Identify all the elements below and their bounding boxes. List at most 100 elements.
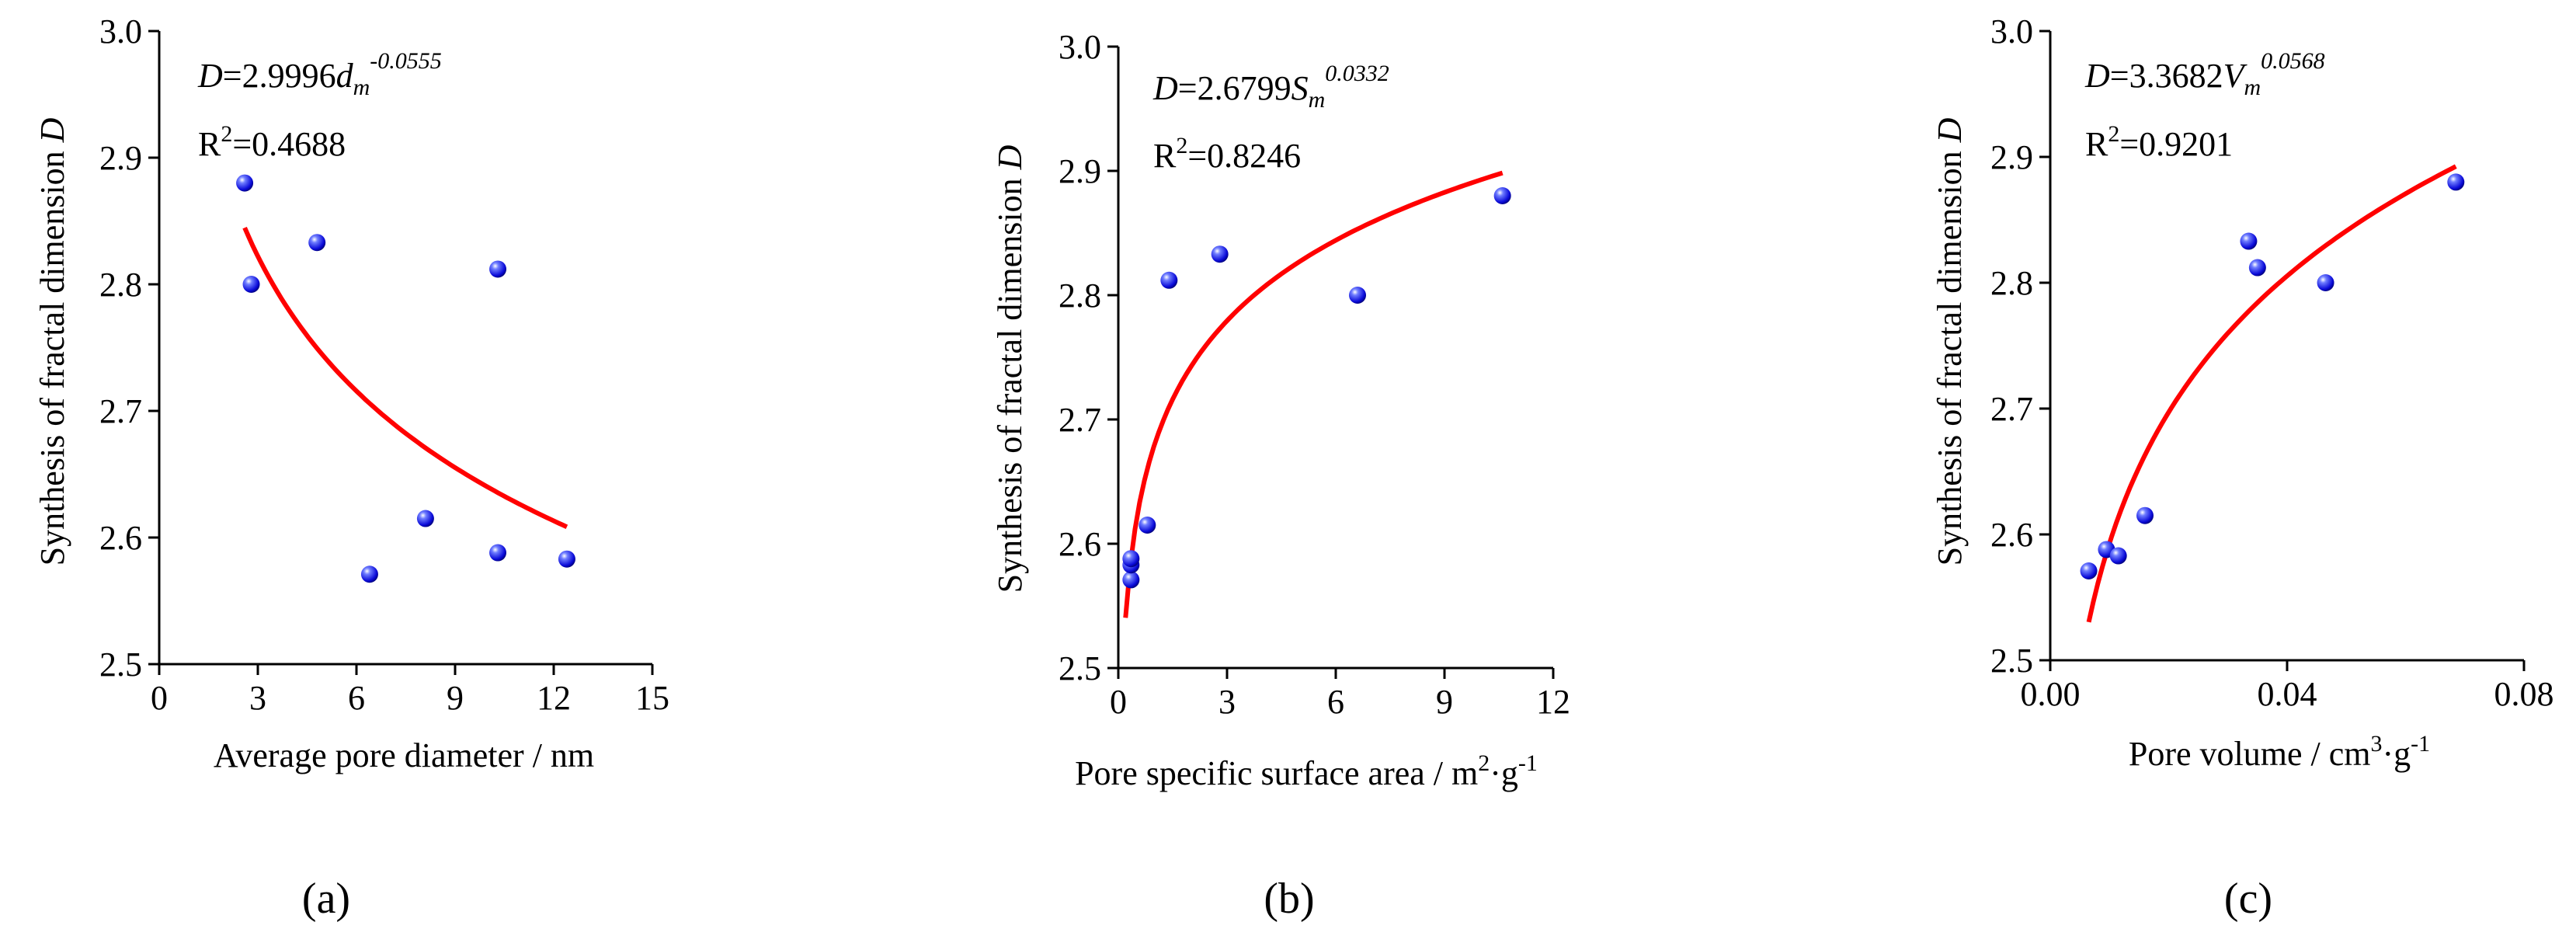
panel-c: 2.52.62.72.82.93.00.00 0.04 0.08 D=3.3682V… <box>1931 12 2554 923</box>
y-title-var: D <box>991 144 1029 170</box>
data-point <box>1160 271 1178 289</box>
y-tick-label: 2.6 <box>1059 525 1101 563</box>
data-point <box>2109 547 2127 565</box>
data-point <box>2136 506 2154 524</box>
eq-exp: 0.0568 <box>2261 48 2325 74</box>
eq-var: d <box>336 57 354 95</box>
panel-b: 2.52.62.72.82.93.00 3 6 9 12 D=2.6799Sm0.033… <box>991 28 1570 923</box>
x-tick-label: 0 <box>1110 683 1127 721</box>
x-title-main: Pore volume / cm <box>2129 735 2371 773</box>
x-title-sup1: 2 <box>1478 750 1490 776</box>
y-tick-label: 2.7 <box>99 392 142 430</box>
x-tick-label: 3 <box>1218 683 1236 721</box>
eq-lhs: D <box>1152 69 1178 107</box>
y-title-prefix: Synthesis of fractal dimension <box>33 151 71 565</box>
r2-value: =0.4688 <box>232 125 346 163</box>
x-title-sup2: -1 <box>1518 750 1538 776</box>
x-title-main: Pore specific surface area / m <box>1075 754 1478 792</box>
y-title-var: D <box>1931 117 1969 143</box>
eq-sub: m <box>353 75 370 100</box>
r2-r: R <box>2085 125 2108 163</box>
x-title-mid: ·g <box>2382 735 2411 773</box>
panel-b-tag: (b) <box>1264 875 1314 923</box>
data-point <box>1139 517 1156 534</box>
r2-two: 2 <box>1176 133 1187 158</box>
panel-a-equation: D=2.9996dm-0.0555 <box>197 48 442 100</box>
y-tick-label: 2.6 <box>99 519 142 557</box>
data-point <box>236 174 254 192</box>
fit-curve <box>2086 164 2457 623</box>
panel-b-x-title: Pore specific surface area / m2·g-1 <box>1075 750 1538 792</box>
panel-c-r2: R2=0.9201 <box>2085 121 2233 163</box>
panel-c-equation: D=3.3682Vm0.0568 <box>2084 48 2325 100</box>
panel-a: 2.52.62.72.82.93.00 3 6 9 12 15 D=2.9996dm-0.… <box>33 12 669 923</box>
y-tick-label: 2.6 <box>1990 516 2033 554</box>
panel-c-y-title: Synthesis of fractal dimension D <box>1931 117 1969 565</box>
eq-sub: m <box>2244 75 2261 100</box>
data-point <box>1493 187 1511 204</box>
y-tick-label: 2.5 <box>99 645 142 684</box>
panel-a-plot: 2.5 2.6 2.7 2.8 2.9 3.0 0 3 6 9 12 15 <box>99 12 669 717</box>
y-tick-label: 2.8 <box>1990 264 2033 302</box>
y-tick-label: 2.9 <box>1990 138 2033 176</box>
x-tick-label: 6 <box>1327 683 1344 721</box>
y-title-var: D <box>33 117 71 143</box>
data-point <box>360 565 378 583</box>
x-tick-label: 6 <box>348 679 365 717</box>
panel-c-tag: (c) <box>2224 875 2272 923</box>
y-tick-label: 2.5 <box>1059 649 1101 687</box>
data-point <box>308 234 326 252</box>
x-tick-label: 12 <box>537 679 571 717</box>
panel-a-x-title: Average pore diameter / nm <box>214 736 594 774</box>
panel-b-plot: 2.5 2.6 2.7 2.8 2.9 3.0 0 3 6 9 12 <box>1059 28 1570 721</box>
r2-value: =0.9201 <box>2119 125 2233 163</box>
data-point <box>558 550 575 568</box>
eq-exp: -0.0555 <box>370 48 442 74</box>
x-tick-label: 0 <box>151 679 168 717</box>
r2-two: 2 <box>221 121 232 147</box>
x-tick-label: 3 <box>249 679 266 717</box>
panel-a-y-title: Synthesis of fractal dimension D <box>33 117 71 565</box>
x-title-sup2: -1 <box>2411 731 2430 757</box>
panel-b-y-title: Synthesis of fractal dimension D <box>991 144 1029 593</box>
data-point <box>2317 274 2334 291</box>
eq-coef: =2.6799 <box>1178 69 1291 107</box>
data-point <box>489 544 507 562</box>
data-point <box>1349 287 1366 304</box>
y-tick-label: 2.7 <box>1990 390 2033 428</box>
data-point <box>1122 550 1140 568</box>
eq-lhs: D <box>2084 57 2110 95</box>
x-tick-label: 0.08 <box>2494 675 2554 713</box>
eq-sub: m <box>1309 87 1326 113</box>
eq-lhs: D <box>197 57 223 95</box>
fit-curve <box>1123 170 1504 618</box>
data-point <box>1122 571 1140 589</box>
data-point <box>2447 173 2465 191</box>
y-tick-label: 2.8 <box>1059 277 1101 315</box>
data-point <box>416 510 434 527</box>
x-tick-label: 0.04 <box>2258 675 2317 713</box>
eq-var: V <box>2223 57 2248 95</box>
r2-r: R <box>198 125 221 163</box>
data-point <box>2248 259 2266 277</box>
x-tick-label: 15 <box>635 679 669 717</box>
panel-b-equation: D=2.6799Sm0.0332 <box>1152 61 1389 113</box>
panel-b-r2: R2=0.8246 <box>1153 133 1301 175</box>
y-title-prefix: Synthesis of fractal dimension <box>991 178 1029 593</box>
y-tick-label: 2.5 <box>1990 642 2033 680</box>
panel-c-plot: 2.5 2.6 2.7 2.8 2.9 3.0 0.00 0.04 0.08 <box>1990 12 2554 713</box>
y-tick-label: 2.7 <box>1059 401 1101 439</box>
y-tick-label: 3.0 <box>1990 12 2033 50</box>
r2-r: R <box>1153 137 1177 175</box>
eq-var: S <box>1291 69 1309 107</box>
panel-c-x-title: Pore volume / cm3·g-1 <box>2129 731 2430 773</box>
eq-coef: =2.9996 <box>223 57 336 95</box>
x-tick-label: 0.00 <box>2021 675 2081 713</box>
y-title-prefix: Synthesis of fractal dimension <box>1931 151 1969 565</box>
r2-two: 2 <box>2108 121 2119 147</box>
x-title-sup1: 3 <box>2370 731 2382 757</box>
eq-coef: =3.3682 <box>2110 57 2223 95</box>
y-tick-label: 3.0 <box>99 12 142 50</box>
x-tick-label: 9 <box>447 679 464 717</box>
r2-value: =0.8246 <box>1187 137 1301 175</box>
